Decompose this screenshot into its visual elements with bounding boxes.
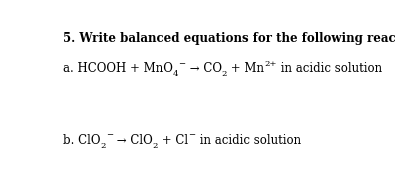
Text: a. HCOOH + MnO: a. HCOOH + MnO xyxy=(63,62,173,75)
Text: 2+: 2+ xyxy=(264,60,276,68)
Text: −: − xyxy=(179,60,186,68)
Text: b. ClO: b. ClO xyxy=(63,134,101,147)
Text: 2: 2 xyxy=(101,142,106,150)
Text: 4: 4 xyxy=(173,70,179,78)
Text: −: − xyxy=(106,132,113,140)
Text: 2: 2 xyxy=(153,142,158,150)
Text: in acidic solution: in acidic solution xyxy=(276,62,382,75)
Text: → CO: → CO xyxy=(186,62,222,75)
Text: 2: 2 xyxy=(222,70,227,78)
Text: → ClO: → ClO xyxy=(113,134,153,147)
Text: 5. Write balanced equations for the following reactions:: 5. Write balanced equations for the foll… xyxy=(63,32,395,45)
Text: −: − xyxy=(188,132,196,140)
Text: in acidic solution: in acidic solution xyxy=(196,134,301,147)
Text: + Mn: + Mn xyxy=(227,62,264,75)
Text: + Cl: + Cl xyxy=(158,134,188,147)
